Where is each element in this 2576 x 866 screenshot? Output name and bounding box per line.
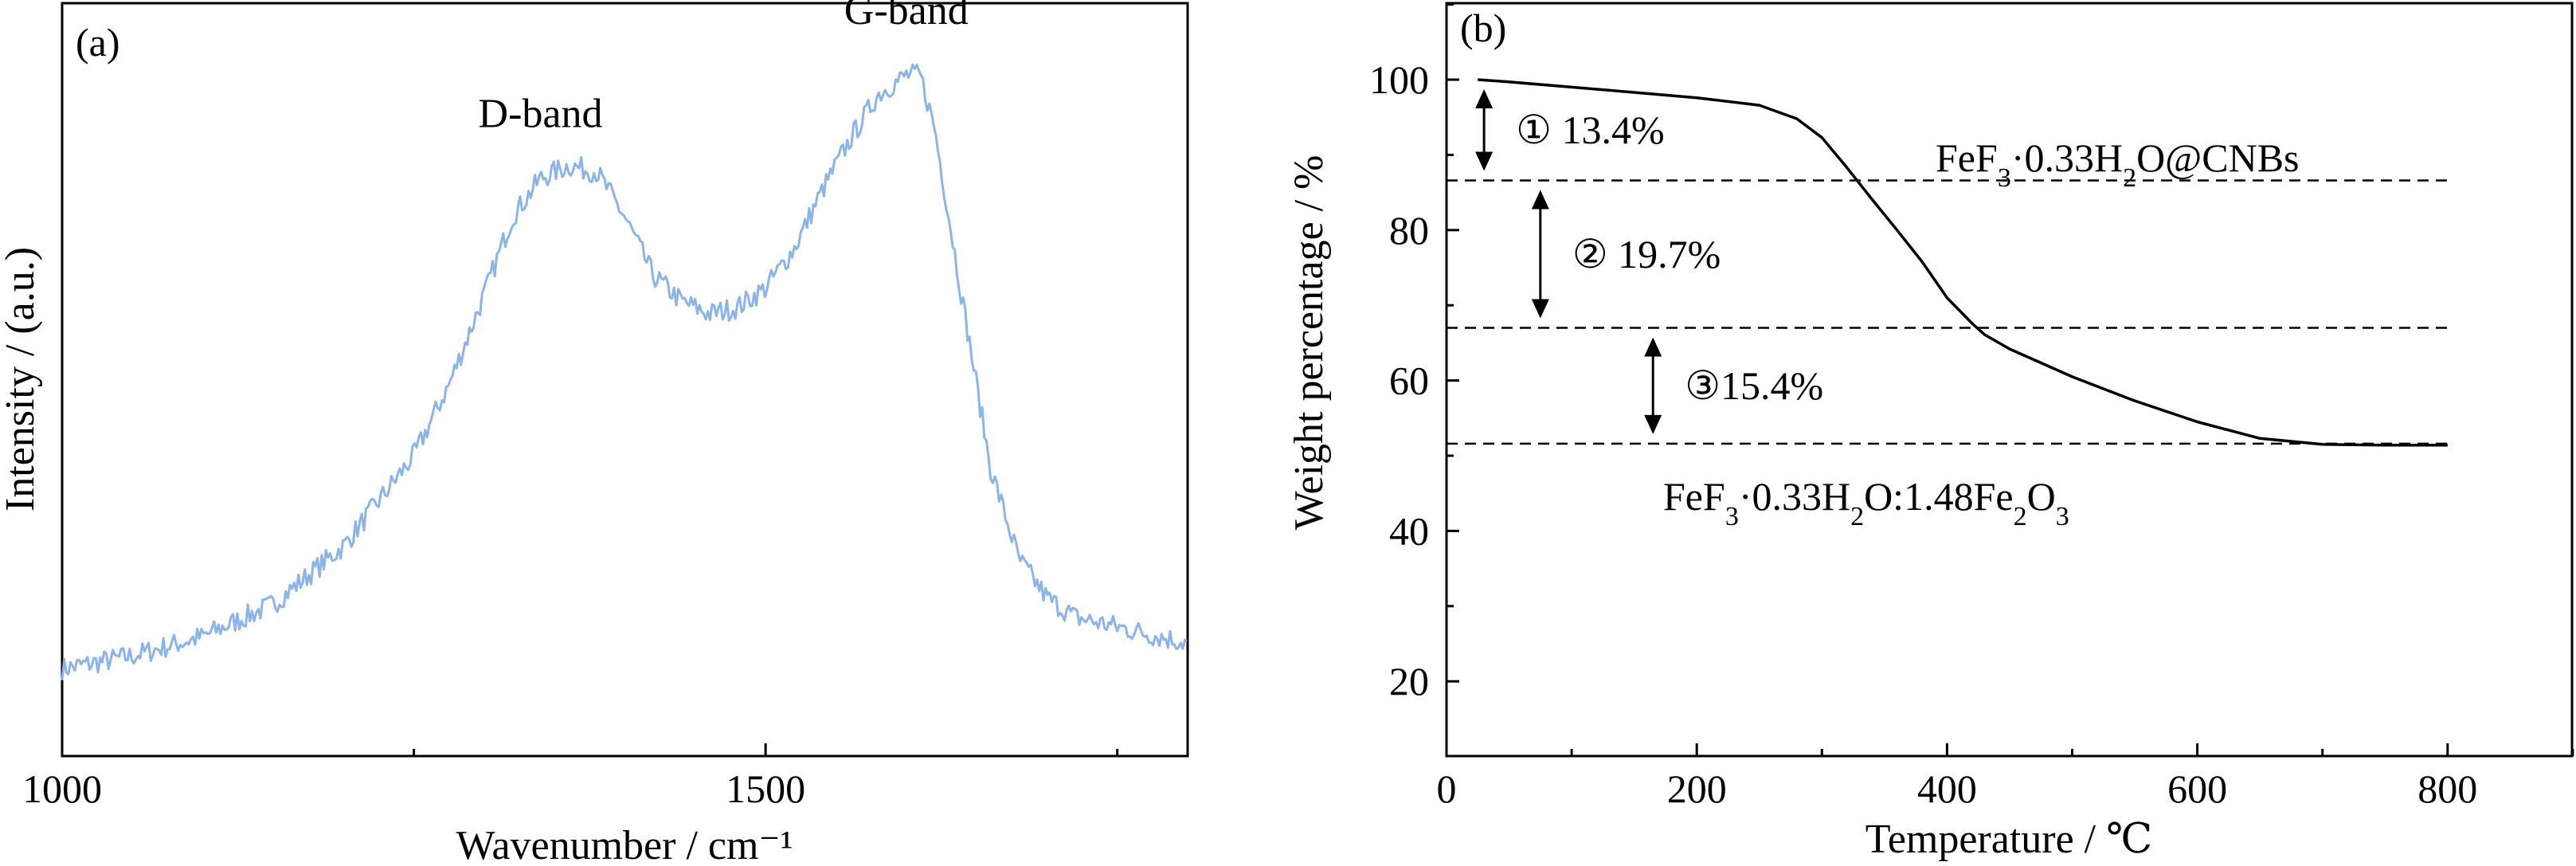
step-2-arrow-head-up xyxy=(1531,190,1549,210)
step-1-arrow xyxy=(1475,89,1494,171)
panel-b-x-ticks: 0 200 400 600 800 xyxy=(1437,743,2574,811)
panel-a-frame xyxy=(61,2,1189,758)
step-3-arrow-head-up xyxy=(1644,337,1662,357)
tga-weight-curve xyxy=(1478,78,2448,447)
sample-label: FeF3·0.33H2O@CNBs xyxy=(1936,135,2300,193)
panel-b: (b) 0 200 400 600 800 20 40 60 80 100 ① 13.4% ② 1… xyxy=(1286,2,2574,862)
panel-b-label: (b) xyxy=(1460,6,1506,50)
panel-b-y-ticks: 20 40 60 80 100 xyxy=(1369,3,1459,703)
d-band-label: D-band xyxy=(479,92,603,137)
step-1-arrow-head-up xyxy=(1475,89,1494,108)
y-tick-label: 20 xyxy=(1389,659,1429,703)
panel-b-reference-lines xyxy=(1447,179,2449,445)
step-2-arrow-head-down xyxy=(1531,299,1549,319)
x-tick-label: 400 xyxy=(1917,766,1977,811)
panel-a-annotations: D-band G-band xyxy=(479,0,969,137)
panel-a-x-ticks: 1000 1500 xyxy=(22,743,1119,811)
step-3-arrow-head-down xyxy=(1644,414,1662,434)
step-2-arrow xyxy=(1531,190,1549,319)
panel-b-x-axis-label: Temperature / ℃ xyxy=(1865,817,2153,862)
y-tick-label: 80 xyxy=(1389,208,1429,253)
step-1-arrow-head-down xyxy=(1475,151,1494,171)
panel-b-y-axis-label: Weight percentage / % xyxy=(1286,155,1332,531)
panel-a: (a) 1000 1500 D-band G-band Wavenumber / c… xyxy=(0,0,1189,866)
step-2-label: ② 19.7% xyxy=(1572,232,1721,276)
g-band-label: G-band xyxy=(844,0,969,33)
x-tick-label: 0 xyxy=(1437,766,1457,811)
step-1-label: ① 13.4% xyxy=(1516,108,1664,152)
x-tick-label: 200 xyxy=(1667,766,1727,811)
x-tick-label: 1000 xyxy=(22,766,102,811)
y-tick-label: 60 xyxy=(1389,359,1429,403)
x-tick-label: 1500 xyxy=(726,766,805,811)
step-3-arrow xyxy=(1644,337,1662,434)
y-tick-label: 100 xyxy=(1369,57,1429,102)
y-tick-label: 40 xyxy=(1389,508,1429,553)
panel-a-y-axis-label: Intensity / (a.u.) xyxy=(0,247,43,511)
raman-spectrum-line xyxy=(61,63,1188,680)
step-3-label: ③15.4% xyxy=(1685,363,1823,408)
x-tick-label: 600 xyxy=(2167,766,2227,811)
x-tick-label: 800 xyxy=(2417,766,2477,811)
panel-a-label: (a) xyxy=(76,20,120,65)
residue-label: FeF3·0.33H2O:1.48Fe2O3 xyxy=(1663,474,2069,531)
panel-a-x-axis-label: Wavenumber / cm⁻¹ xyxy=(456,823,793,866)
panel-b-steps: ① 13.4% ② 19.7% ③15.4% xyxy=(1475,89,1823,434)
